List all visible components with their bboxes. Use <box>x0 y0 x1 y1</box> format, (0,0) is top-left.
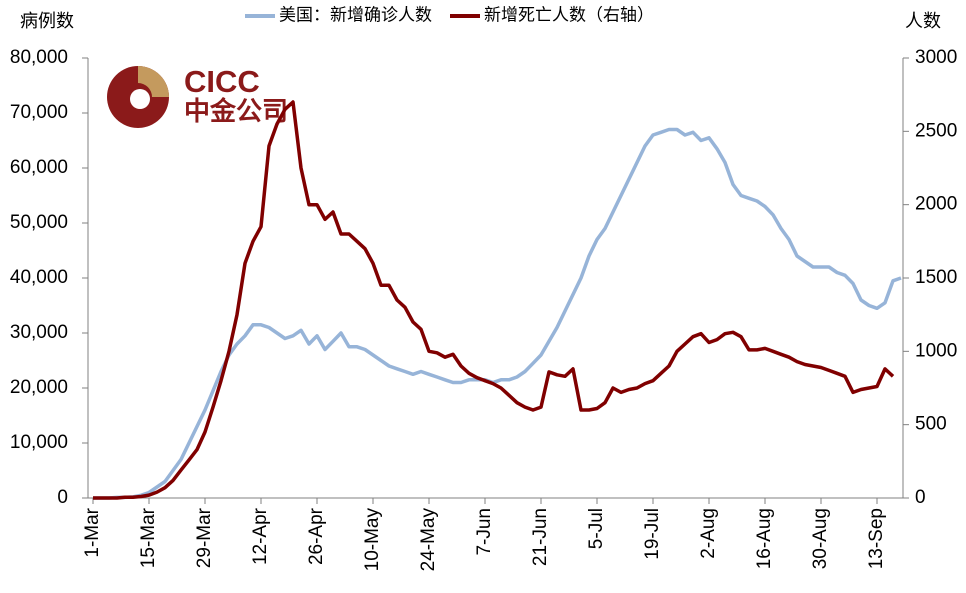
x-tick-label: 19-Jul <box>642 508 663 560</box>
y-tick-label: 40,000 <box>10 267 68 288</box>
y2-tick-label: 2000 <box>915 194 957 215</box>
y2-axis-label: 人数 <box>905 11 941 31</box>
series-line <box>93 100 895 500</box>
logo-text: CICC <box>184 64 260 99</box>
y2-tick-label: 0 <box>915 487 926 508</box>
x-tick-label: 12-Apr <box>250 507 271 565</box>
y-tick-label: 20,000 <box>10 377 68 398</box>
series-line <box>93 127 902 500</box>
y-tick-label: 30,000 <box>10 322 68 343</box>
y2-tick-label: 2500 <box>915 120 957 141</box>
x-tick-label: 21-Jun <box>530 508 551 566</box>
y-tick-label: 10,000 <box>10 432 68 453</box>
logo-hole <box>130 89 150 109</box>
y-tick-label: 70,000 <box>10 102 68 123</box>
x-tick-label: 30-Aug <box>810 508 831 569</box>
x-tick-label: 24-May <box>418 508 439 572</box>
logo: CICC 中金公司 <box>107 64 288 128</box>
x-tick-label: 5-Jul <box>586 508 607 549</box>
y2-tick-label: 1500 <box>915 267 957 288</box>
x-tick-label: 15-Mar <box>138 507 159 568</box>
y-tick-label: 80,000 <box>10 47 68 68</box>
y-tick-label: 50,000 <box>10 212 68 233</box>
y-axis-label: 病例数 <box>20 11 74 31</box>
x-tick-label: 7-Jun <box>474 508 495 556</box>
x-tick-label: 29-Mar <box>194 507 215 568</box>
x-tick-label: 16-Aug <box>754 508 775 569</box>
x-tick-label: 13-Sep <box>866 508 887 569</box>
y2-tick-label: 3000 <box>915 47 957 68</box>
logo-subtext: 中金公司 <box>184 96 288 126</box>
legend-label: 美国：新增确诊人数 <box>279 5 432 24</box>
x-tick-label: 2-Aug <box>698 508 719 559</box>
y2-tick-label: 500 <box>915 414 947 435</box>
x-tick-label: 26-Apr <box>306 507 327 565</box>
y-tick-label: 60,000 <box>10 157 68 178</box>
x-tick-label: 10-May <box>362 508 383 572</box>
x-tick-label: 1-Mar <box>82 507 103 557</box>
y-tick-label: 0 <box>57 487 68 508</box>
y2-tick-label: 1000 <box>915 340 957 361</box>
legend-label: 新增死亡人数（右轴） <box>484 5 654 24</box>
logo-segment <box>138 66 169 97</box>
